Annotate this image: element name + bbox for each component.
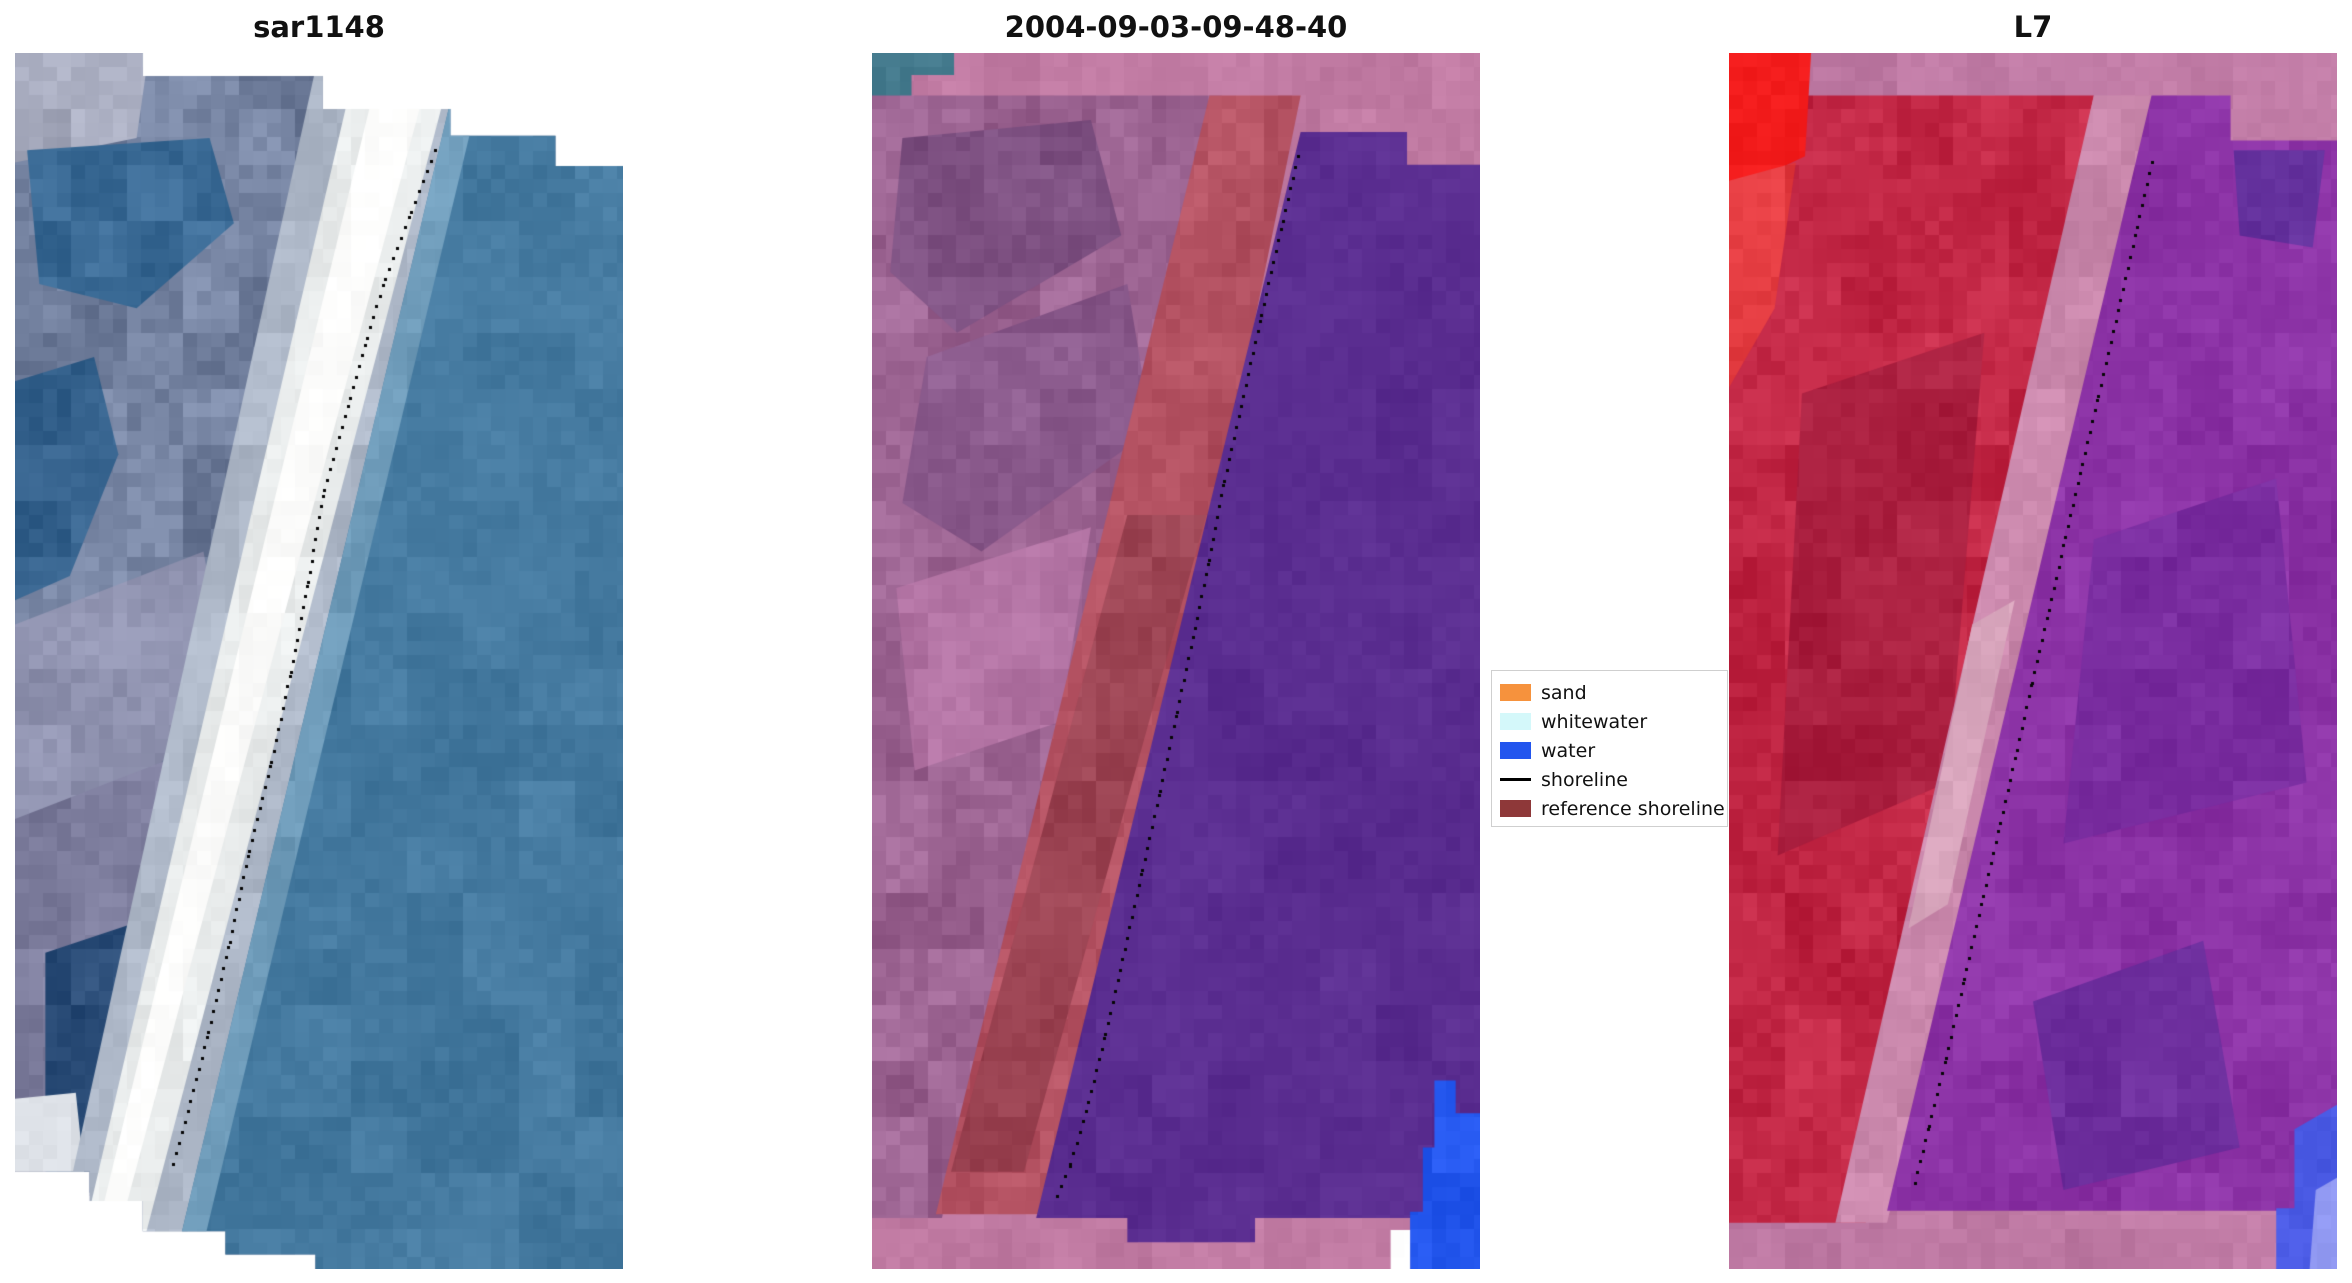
- legend-swatch-water: [1500, 742, 1531, 759]
- legend-item-shoreline: shoreline: [1500, 765, 1727, 794]
- legend-label-water: water: [1541, 739, 1596, 762]
- panel-title-l7: L7: [2013, 10, 2053, 44]
- legend-item-whitewater: whitewater: [1500, 707, 1727, 736]
- legend-label-shoreline: shoreline: [1541, 768, 1628, 791]
- panel-title-sar: sar1148: [253, 10, 385, 44]
- legend-item-sand: sand: [1500, 678, 1727, 707]
- legend-swatch-reference-shoreline: [1500, 800, 1531, 817]
- legend-swatch-sand: [1500, 684, 1531, 701]
- classified-image-panel: [872, 53, 1480, 1269]
- legend: sand whitewater water shoreline referenc…: [1491, 670, 1728, 827]
- legend-swatch-shoreline-line: [1500, 778, 1531, 781]
- legend-item-water: water: [1500, 736, 1727, 765]
- legend-label-reference-shoreline: reference shoreline: [1541, 797, 1725, 820]
- legend-label-sand: sand: [1541, 681, 1587, 704]
- legend-item-reference-shoreline: reference shoreline: [1500, 794, 1727, 823]
- legend-swatch-whitewater: [1500, 713, 1531, 730]
- sar-image-panel: [15, 53, 623, 1269]
- l7-image-panel: [1729, 53, 2337, 1269]
- panel-title-classified-date: 2004-09-03-09-48-40: [1004, 10, 1348, 44]
- legend-label-whitewater: whitewater: [1541, 710, 1648, 733]
